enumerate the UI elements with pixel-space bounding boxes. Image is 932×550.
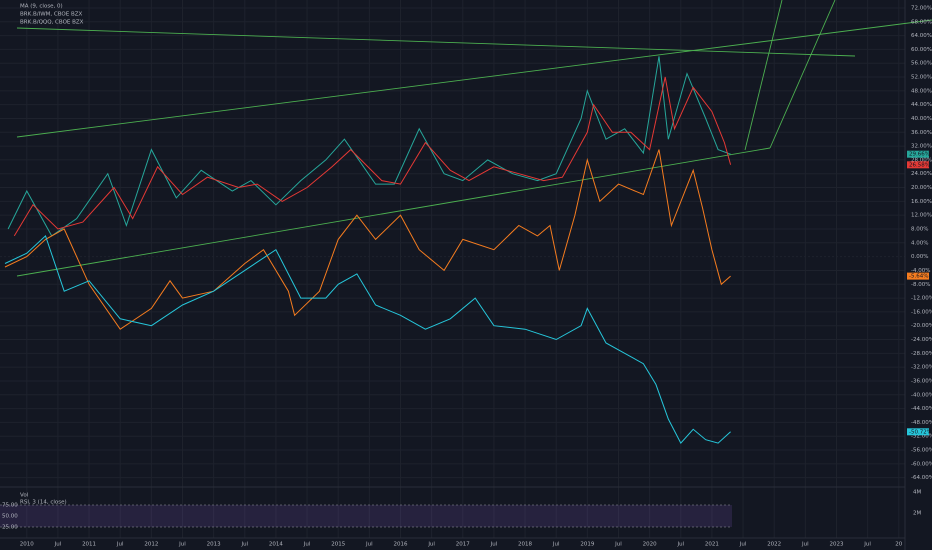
x-tick-label: Jul bbox=[427, 542, 435, 548]
trend-line bbox=[16, 19, 932, 138]
price-tag bbox=[907, 150, 929, 158]
series-line bbox=[13, 76, 732, 237]
y-tick-label: 72.00% bbox=[911, 5, 932, 11]
x-tick-label: 2021 bbox=[705, 542, 719, 548]
y-tick-label: -12.00% bbox=[911, 296, 932, 302]
y-tick-label: 4.00% bbox=[911, 240, 928, 246]
x-tick-label: 2019 bbox=[580, 542, 594, 548]
price-tag-label: -5.64% bbox=[909, 274, 928, 280]
x-tick-label: Jul bbox=[240, 542, 248, 548]
y-tick-label: 56.00% bbox=[911, 61, 932, 67]
rsi-tick-label: 25.00 bbox=[2, 525, 18, 531]
rsi-band bbox=[0, 505, 732, 527]
y-tick-label: -16.00% bbox=[911, 309, 932, 315]
y-tick-label: -44.00% bbox=[911, 406, 932, 412]
price-tag bbox=[907, 161, 929, 169]
y-tick-label: -4.00% bbox=[911, 268, 930, 274]
y-tick-label: 20.00% bbox=[911, 185, 932, 191]
grid bbox=[0, 0, 905, 538]
trend-lines bbox=[16, 0, 932, 277]
x-tick-label: Jul bbox=[490, 542, 498, 548]
x-tick-label: 2022 bbox=[767, 542, 781, 548]
trend-line bbox=[769, 0, 836, 149]
y-tick-label: -20.00% bbox=[911, 323, 932, 329]
x-tick-label: 20 bbox=[895, 542, 902, 548]
y-tick-label: -64.00% bbox=[911, 475, 932, 481]
x-tick-label: Jul bbox=[739, 542, 747, 548]
x-tick-label: 2012 bbox=[144, 542, 158, 548]
y-tick-label: 52.00% bbox=[911, 75, 932, 81]
y-tick-label: 36.00% bbox=[911, 130, 932, 136]
y-tick-label: -8.00% bbox=[911, 282, 930, 288]
y-tick-label: -28.00% bbox=[911, 351, 932, 357]
y-tick-label: 68.00% bbox=[911, 19, 932, 25]
x-tick-label: 2020 bbox=[643, 542, 657, 548]
price-tag-label: 29.66% bbox=[909, 152, 930, 158]
y-tick-label: 24.00% bbox=[911, 171, 932, 177]
y-tick-label: -32.00% bbox=[911, 365, 932, 371]
x-tick-label: Jul bbox=[801, 542, 809, 548]
y-tick-label: 64.00% bbox=[911, 33, 932, 39]
volume-label: Vol bbox=[20, 493, 29, 499]
y-tick-label: 40.00% bbox=[911, 116, 932, 122]
y-tick-label: 0.00% bbox=[911, 254, 928, 260]
x-tick-label: Jul bbox=[116, 542, 124, 548]
volume-tick-label: 2M bbox=[913, 511, 921, 517]
x-tick-label: 2018 bbox=[518, 542, 532, 548]
x-tick-label: 2011 bbox=[82, 542, 96, 548]
x-tick-label: Jul bbox=[863, 542, 871, 548]
y-tick-label: 12.00% bbox=[911, 213, 932, 219]
price-tag bbox=[907, 428, 929, 436]
x-tick-label: Jul bbox=[365, 542, 373, 548]
y-tick-label: -24.00% bbox=[911, 337, 932, 343]
y-tick-label: 28.00% bbox=[911, 157, 932, 163]
y-tick-label: -48.00% bbox=[911, 420, 932, 426]
y-tick-label: 16.00% bbox=[911, 199, 932, 205]
legend-entry: MA (9, close, 0) bbox=[20, 4, 63, 10]
trend-line bbox=[16, 147, 771, 277]
price-tag-label: 26.58% bbox=[909, 162, 930, 168]
series-line bbox=[4, 235, 731, 444]
y-tick-label: 48.00% bbox=[911, 88, 932, 94]
y-tick-label: 8.00% bbox=[911, 226, 928, 232]
price-tag-label: -50.72% bbox=[909, 429, 932, 435]
price-tag bbox=[907, 272, 929, 280]
series-line bbox=[4, 149, 731, 330]
legend-entry: BRK.B/QQQ, CBOE BZX bbox=[20, 20, 84, 26]
rsi-tick-label: 50.00 bbox=[2, 514, 18, 520]
y-tick-label: -40.00% bbox=[911, 392, 932, 398]
x-tick-label: 2017 bbox=[456, 542, 470, 548]
plot-area bbox=[4, 56, 732, 444]
x-tick-label: 2016 bbox=[393, 542, 407, 548]
trend-line bbox=[744, 0, 783, 151]
x-tick-label: 2014 bbox=[269, 542, 283, 548]
x-tick-label: 2015 bbox=[331, 542, 345, 548]
y-tick-label: -60.00% bbox=[911, 461, 932, 467]
y-tick-label: -56.00% bbox=[911, 448, 932, 454]
x-tick-label: Jul bbox=[54, 542, 62, 548]
x-tick-label: Jul bbox=[676, 542, 684, 548]
trend-line bbox=[16, 27, 856, 57]
x-tick-label: Jul bbox=[178, 542, 186, 548]
x-tick-label: 2010 bbox=[20, 542, 34, 548]
legend-entry: BRK.B/IWM, CBOE BZX bbox=[20, 12, 82, 18]
x-tick-label: 2013 bbox=[207, 542, 221, 548]
x-tick-label: Jul bbox=[303, 542, 311, 548]
y-tick-label: 32.00% bbox=[911, 144, 932, 150]
x-tick-label: Jul bbox=[614, 542, 622, 548]
y-tick-label: -52.00% bbox=[911, 434, 932, 440]
series-line bbox=[7, 56, 731, 237]
volume-tick-label: 4M bbox=[913, 490, 921, 496]
rsi-label: RSI, 3 (14, close) bbox=[20, 500, 67, 506]
x-tick-label: Jul bbox=[552, 542, 560, 548]
y-tick-label: 44.00% bbox=[911, 102, 932, 108]
y-tick-label: -36.00% bbox=[911, 378, 932, 384]
x-tick-label: 2023 bbox=[829, 542, 843, 548]
y-tick-label: 60.00% bbox=[911, 47, 932, 53]
rsi-tick-label: 75.00 bbox=[2, 503, 18, 509]
